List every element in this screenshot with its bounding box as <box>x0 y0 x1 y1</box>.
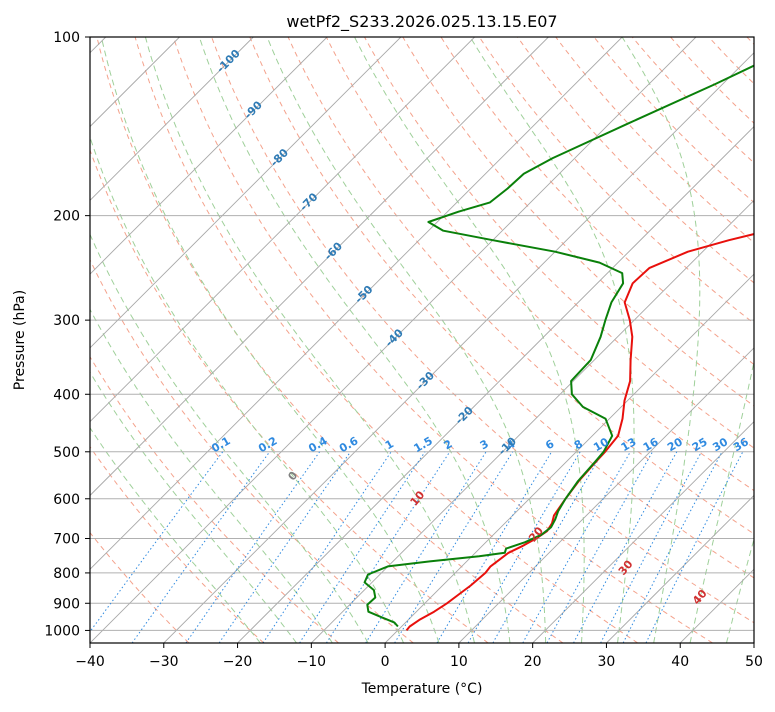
chart-title: wetPf2_S233.2026.025.13.15.E07 <box>286 12 557 32</box>
y-tick-label: 500 <box>53 445 80 461</box>
x-tick-label: −20 <box>223 654 253 670</box>
y-axis-label: Pressure (hPa) <box>12 290 28 390</box>
x-tick-label: 0 <box>381 654 390 670</box>
x-tick-label: −40 <box>75 654 105 670</box>
y-tick-label: 700 <box>53 532 80 548</box>
y-tick-label: 600 <box>53 492 80 508</box>
x-tick-label: 10 <box>450 654 468 670</box>
x-tick-label: −30 <box>149 654 179 670</box>
x-tick-label: 50 <box>745 654 763 670</box>
y-tick-label: 100 <box>53 30 80 46</box>
y-tick-label: 200 <box>53 209 80 225</box>
x-tick-label: 40 <box>671 654 689 670</box>
x-tick-label: 30 <box>598 654 616 670</box>
y-tick-label: 800 <box>53 566 80 582</box>
y-tick-label: 900 <box>53 596 80 612</box>
y-tick-label: 1000 <box>44 623 80 639</box>
y-tick-label: 400 <box>53 387 80 403</box>
x-tick-label: −10 <box>297 654 327 670</box>
y-tick-label: 300 <box>53 313 80 329</box>
x-axis-label: Temperature (°C) <box>361 681 483 697</box>
x-tick-label: 20 <box>524 654 542 670</box>
